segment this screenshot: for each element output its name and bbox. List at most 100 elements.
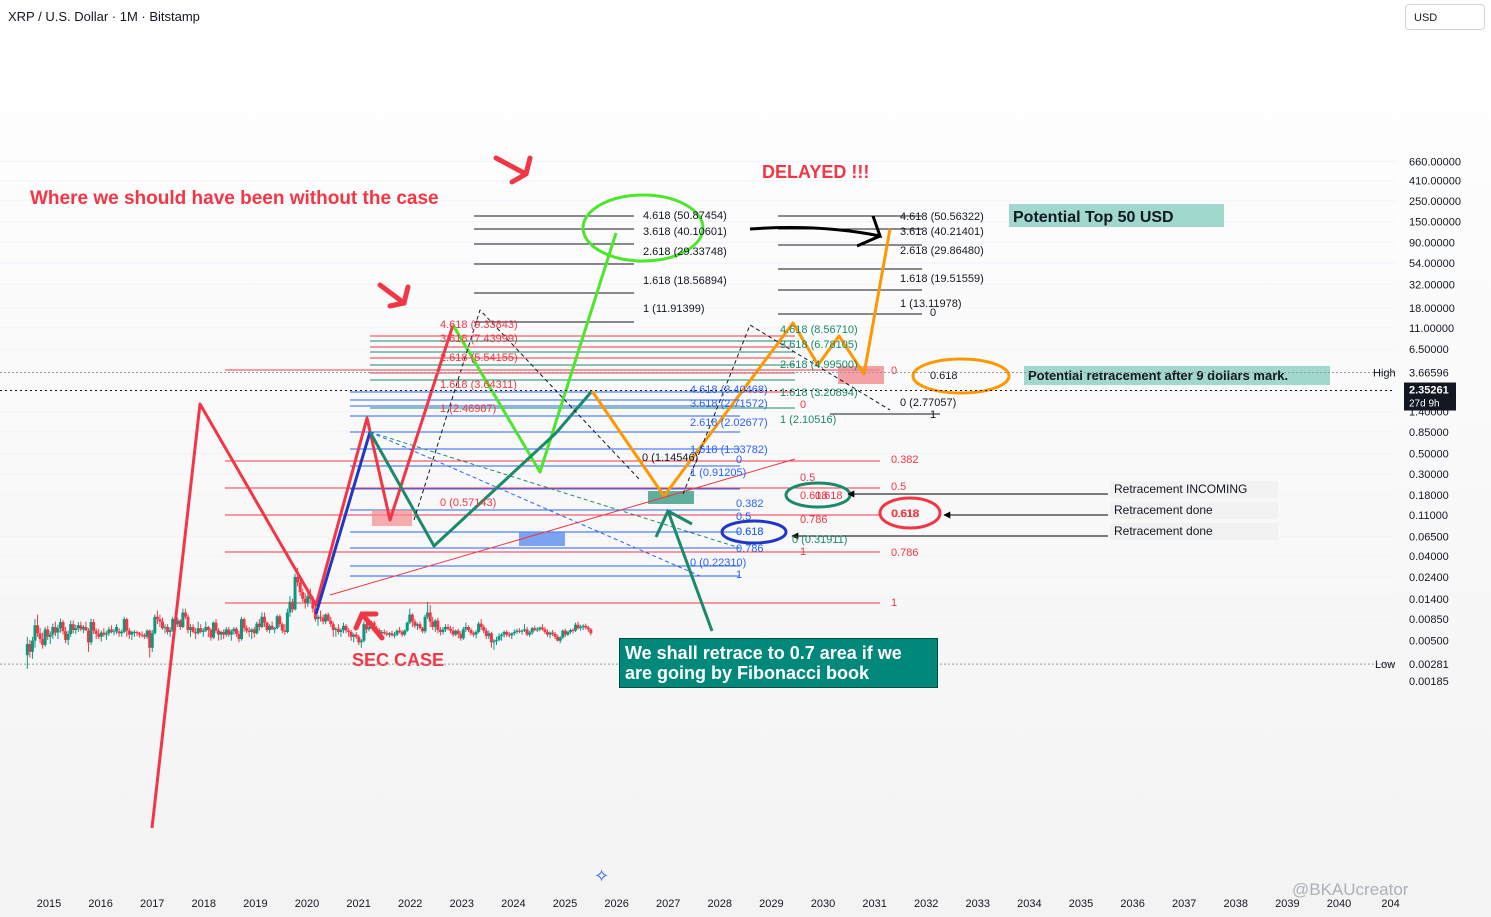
candle-body <box>357 636 361 643</box>
candle-body <box>403 630 407 635</box>
retrace-incoming-text: Retracement INCOMING <box>1114 482 1247 496</box>
candle-body <box>53 626 57 633</box>
candle-body <box>382 631 386 634</box>
candle-body <box>217 630 221 635</box>
circle-label-blue: 0.618 <box>736 526 764 538</box>
candle-body <box>349 631 353 637</box>
fib-black-1-label: 3.618 (40.10601) <box>643 226 727 238</box>
candle-body <box>538 627 542 630</box>
candle-body <box>130 631 134 635</box>
fib-teal-label: 0.786 <box>800 514 828 526</box>
candle-body <box>301 592 305 599</box>
candle-body <box>102 632 106 635</box>
candle-body <box>352 634 356 637</box>
fib-blue-label: 1 <box>736 569 742 581</box>
candle-body <box>400 631 404 635</box>
candle-body <box>436 620 440 631</box>
candle-body <box>232 628 236 632</box>
candle-body <box>454 630 458 635</box>
candle-body <box>296 576 300 583</box>
currency-button[interactable]: USD <box>1405 4 1485 30</box>
fib-teal-label: 1 <box>800 546 806 558</box>
retrace-done-text: Retracement done <box>1114 524 1213 538</box>
y-tick-label: 54.00000 <box>1409 258 1455 270</box>
candle-body <box>69 624 73 634</box>
last-price-value: 2.35261 <box>1409 385 1449 397</box>
candle-body <box>410 614 414 622</box>
fib-red-2-label: 0 <box>891 365 897 377</box>
candle-body <box>347 630 351 632</box>
y-tick-label: 660.00000 <box>1409 156 1461 168</box>
candle-body <box>245 628 249 631</box>
candle-body <box>58 622 62 629</box>
candle-body <box>533 628 537 631</box>
candle-body <box>211 622 215 638</box>
candle-body <box>97 633 101 637</box>
candle-body <box>331 624 335 631</box>
candle-body <box>265 622 269 631</box>
fib-blue-label: 0.618 <box>736 526 764 538</box>
candle-body <box>209 630 213 638</box>
candle-body <box>229 631 233 635</box>
candle-body <box>489 633 493 643</box>
fib-black-2-label: 0 (2.77057) <box>900 397 956 409</box>
candle-body <box>398 630 402 632</box>
candle-body <box>76 625 80 629</box>
candle-body <box>461 629 465 639</box>
x-tick-label: 2029 <box>759 898 783 910</box>
candle-body <box>155 616 159 620</box>
orange-ellipse <box>911 357 1011 395</box>
candle-body <box>46 629 50 637</box>
red-zone-rect <box>838 366 884 384</box>
candle-body <box>224 629 228 635</box>
candle-body <box>464 626 468 630</box>
candle-body <box>138 633 142 635</box>
fib-red-2-label: 0.786 <box>891 547 919 559</box>
candle-body <box>579 626 583 629</box>
candle-body <box>242 619 246 629</box>
candle-body <box>553 633 557 637</box>
candle-body <box>30 640 34 652</box>
fib-red-1-label: 2.618 (5.54155) <box>440 352 518 364</box>
candle-body <box>405 622 409 631</box>
candle-body <box>469 630 473 634</box>
fib-red-2-label: 0.5 <box>891 481 906 493</box>
retrace-incoming-box <box>1110 481 1278 498</box>
x-tick-label: 2021 <box>346 898 370 910</box>
candle-body <box>160 621 164 629</box>
candle-body <box>530 628 534 633</box>
candle-body <box>418 624 422 629</box>
y-tick-label: 0.11000 <box>1409 510 1448 522</box>
candle-body <box>153 616 157 634</box>
y-tick-label: 0.00850 <box>1409 614 1449 626</box>
candle-body <box>240 619 244 640</box>
blue-path <box>314 431 372 615</box>
candle-body <box>25 644 29 656</box>
candle-body <box>392 634 396 636</box>
candle-body <box>413 621 417 626</box>
fib-teal-label: 0 <box>800 399 806 411</box>
candle-body <box>199 628 203 632</box>
candle-body <box>84 626 88 631</box>
fib-teal-label: 0 (0.31911) <box>792 534 847 546</box>
candle-body <box>459 633 463 639</box>
candle-body <box>584 625 588 628</box>
candle-body <box>321 617 325 622</box>
x-tick-label: 2028 <box>708 898 732 910</box>
retrace-done-box <box>1110 502 1278 519</box>
drawings <box>150 155 1108 829</box>
y-tick-label: 0.01400 <box>1409 594 1449 606</box>
fib-teal-label: 1 (2.10516) <box>780 414 836 426</box>
fib-blue-label: 0.382 <box>736 498 764 510</box>
y-tick-label: 0.18000 <box>1409 490 1449 502</box>
candle-body <box>441 629 445 632</box>
fib-red-1-label: 1.618 (3.64311) <box>440 379 517 391</box>
candle-body <box>558 637 562 641</box>
candle-body <box>252 629 256 634</box>
candle-body <box>247 630 251 632</box>
time-axis: 2015 2016 2017 2018 2019 2020 2021 2022 2023 2024… <box>37 898 1400 910</box>
candle-body <box>201 630 205 632</box>
candle-body <box>324 614 328 622</box>
candle-body <box>311 598 315 609</box>
